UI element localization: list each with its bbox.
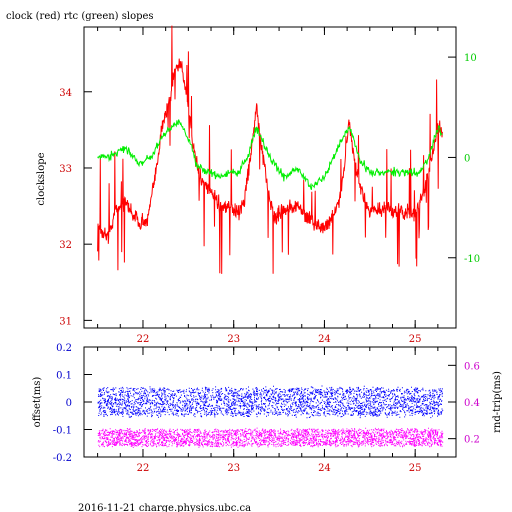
offset-series (97, 385, 444, 419)
x-tick-label: 23 (227, 334, 240, 345)
x-tick-label: 25 (409, 334, 422, 345)
top-series-layer (97, 25, 443, 274)
y-right-tick-label: 0.4 (464, 398, 480, 409)
bottom-y-left-label: offset(ms) (32, 377, 43, 428)
x-tick-label: 24 (318, 463, 331, 474)
bottom-series-layer (97, 385, 444, 448)
bottom-chart: 22 23 24 25 -0.2 -0.1 0 0.1 0.2 0.2 0.4 0.6 offset(… (32, 343, 503, 474)
y-right-tick-label: 10 (464, 53, 477, 64)
y-right-tick-label: -10 (464, 254, 480, 265)
top-axes-layer: 22 23 24 25 31 32 33 34 -10 0 10 (59, 27, 480, 345)
y-left-tick-label: 0.1 (56, 371, 72, 382)
y-left-tick-label: 31 (59, 316, 72, 327)
y-right-tick-label: 0 (464, 153, 470, 164)
clock-slope-series (97, 25, 443, 274)
y-left-tick-label: -0.2 (53, 453, 72, 464)
x-tick-label: 24 (318, 334, 331, 345)
x-tick-label: 23 (227, 463, 240, 474)
x-tick-label: 25 (409, 463, 422, 474)
y-right-tick-label: 0.6 (464, 361, 480, 372)
top-y-left-label: clockslope (36, 152, 47, 205)
y-left-tick-label: 33 (59, 164, 72, 175)
y-left-tick-label: -0.1 (53, 426, 72, 437)
rnd-trip-series (97, 427, 444, 448)
rtc-slope-series (97, 119, 443, 190)
y-left-tick-label: 34 (59, 88, 72, 99)
top-chart: 22 23 24 25 31 32 33 34 -10 0 10 clockslope (36, 25, 480, 345)
chart-title: clock (red) rtc (green) slopes (6, 11, 154, 22)
bottom-axes-layer: 22 23 24 25 -0.2 -0.1 0 0.1 0.2 0.2 0.4 0.6 (53, 343, 480, 474)
y-left-tick-label: 32 (59, 240, 72, 251)
y-right-tick-label: 0.2 (464, 435, 480, 446)
top-plot-frame (83, 26, 457, 329)
x-tick-label: 22 (137, 463, 150, 474)
x-tick-label: 22 (137, 334, 150, 345)
y-left-tick-label: 0.2 (56, 343, 72, 354)
bottom-y-right-label: rnd-trip(ms) (492, 371, 503, 433)
y-left-tick-label: 0 (66, 398, 72, 409)
footer-text: 2016-11-21 charge.physics.ubc.ca (78, 503, 251, 512)
